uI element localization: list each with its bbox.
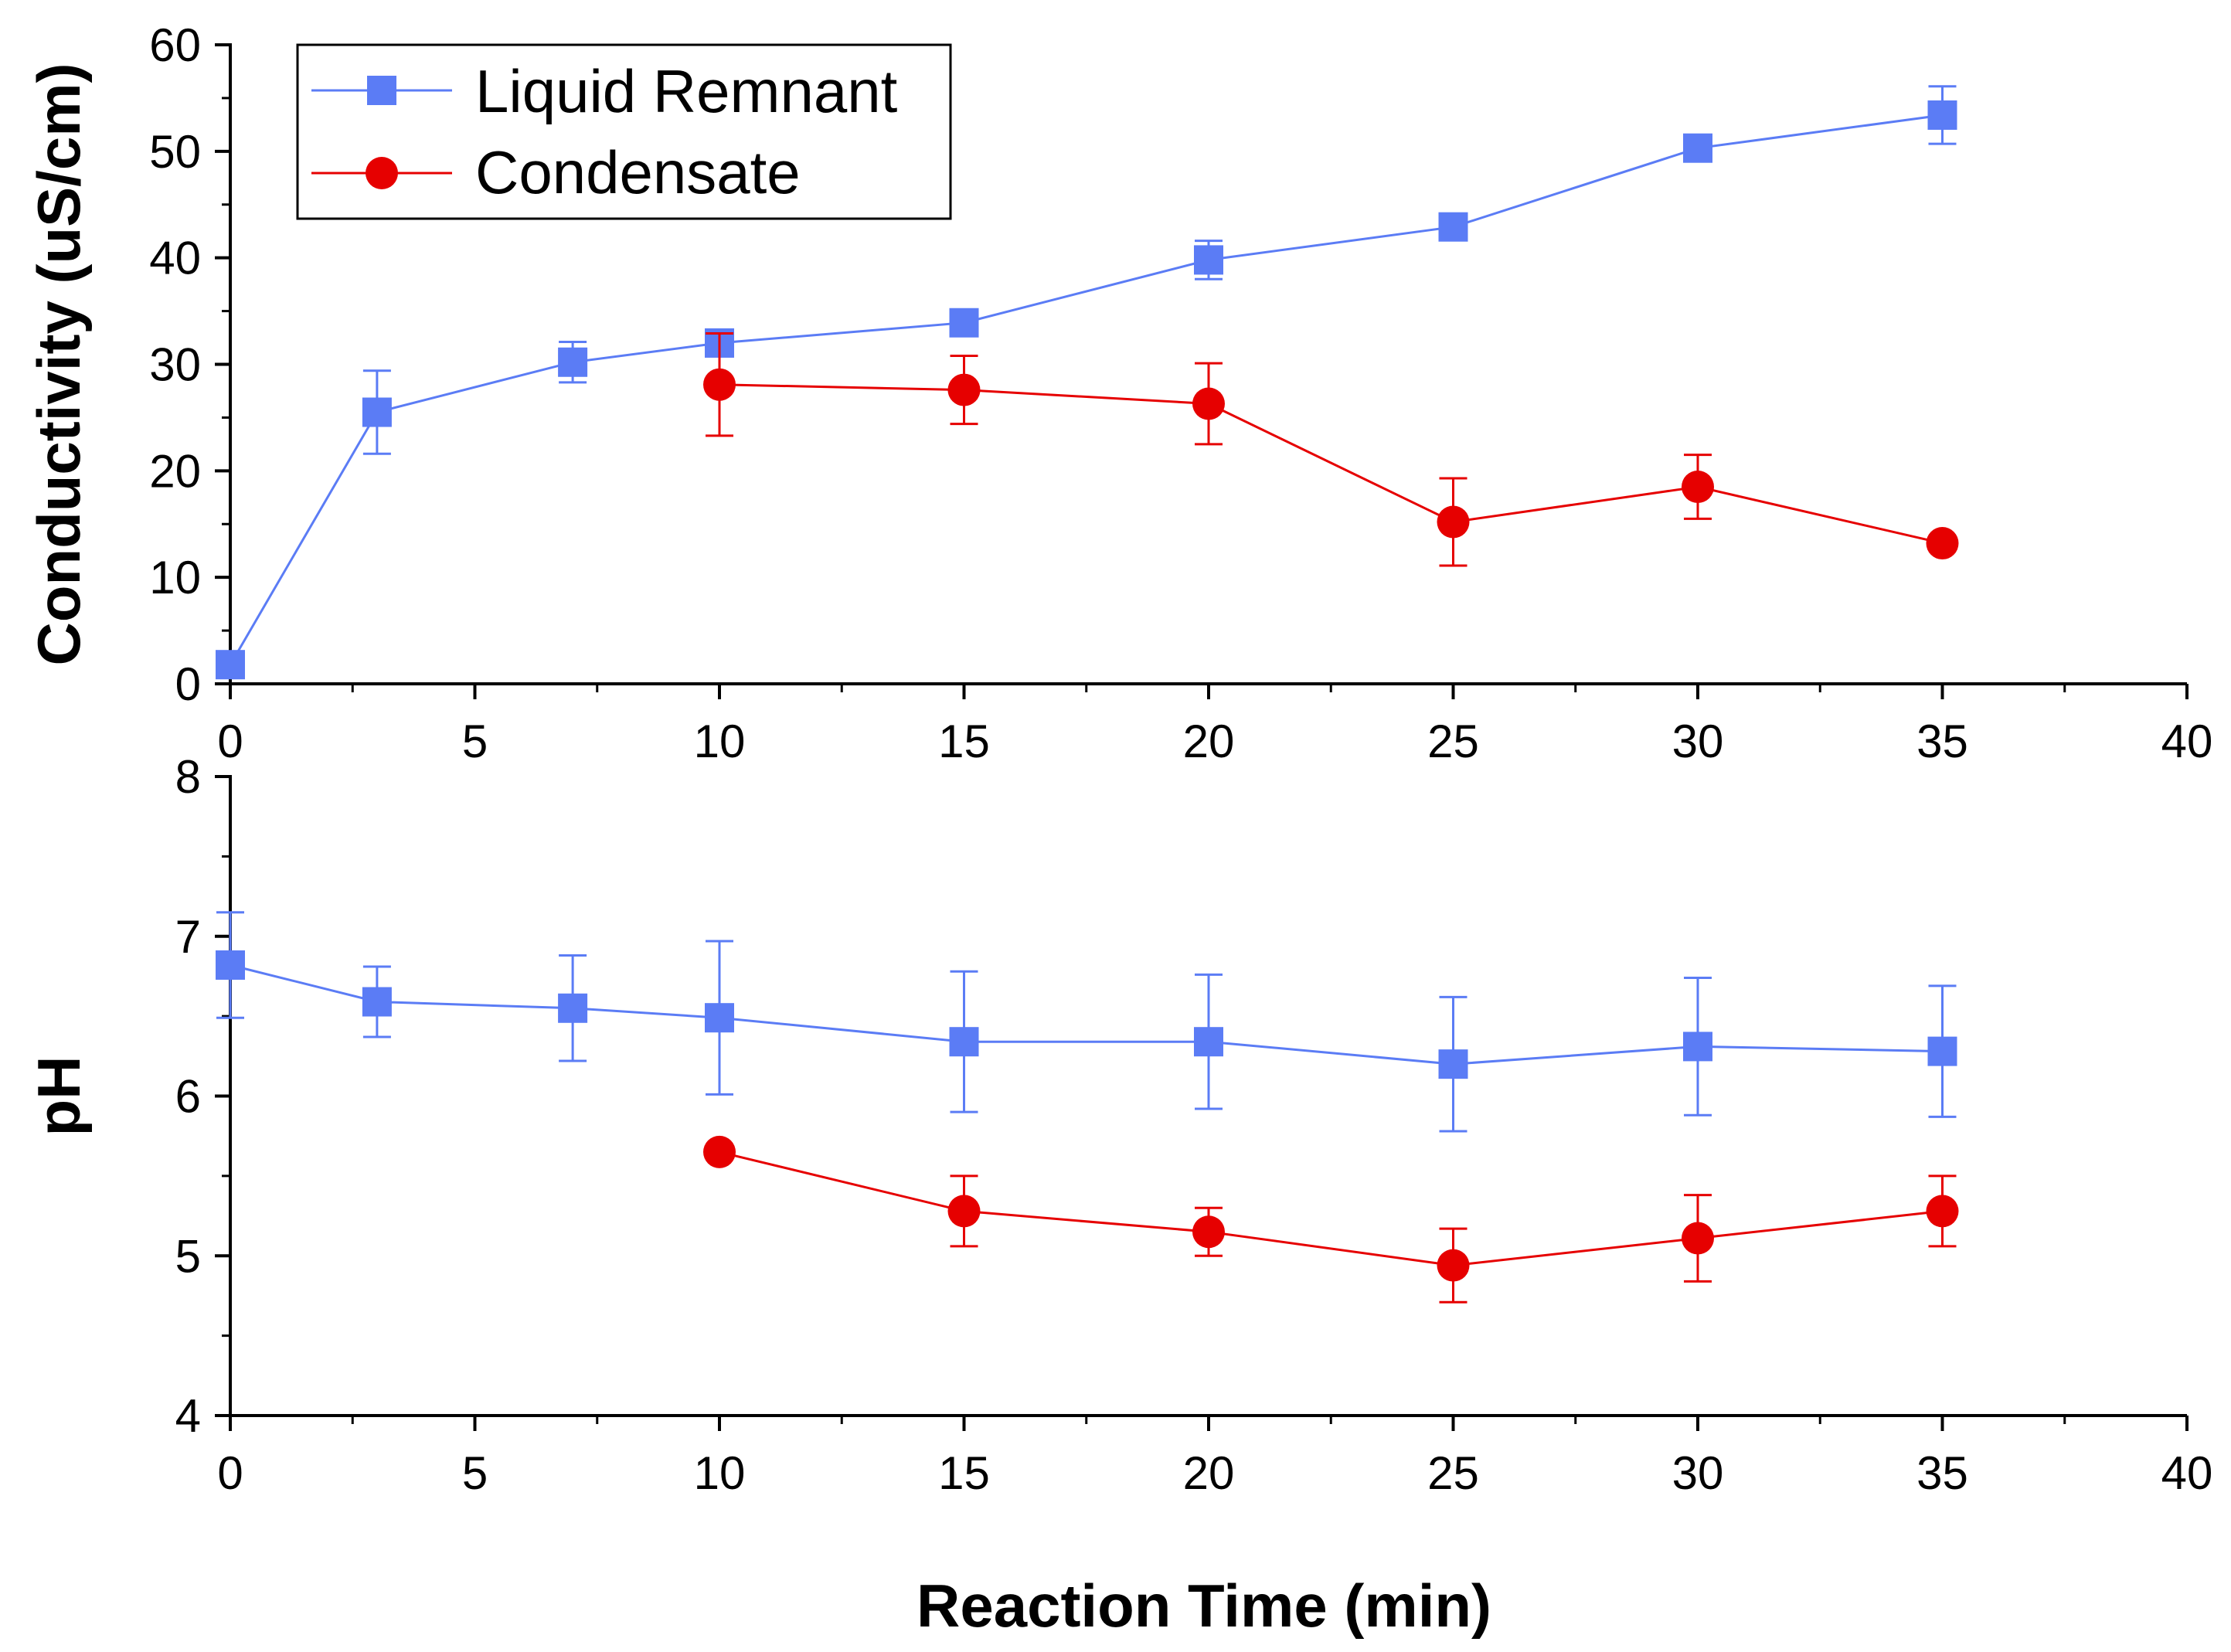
x-tick-label: 0 <box>217 716 243 767</box>
legend-marker-square <box>367 76 396 105</box>
x-tick-label: 30 <box>1672 1447 1724 1499</box>
x-tick-label: 5 <box>462 716 488 767</box>
series-liquid-remnant <box>216 911 1957 1133</box>
data-point-square <box>1683 1032 1712 1062</box>
data-point-circle <box>1682 1222 1714 1255</box>
series-liquid-remnant <box>216 85 1957 680</box>
x-tick-label: 10 <box>694 1447 746 1499</box>
data-point-square <box>558 347 588 377</box>
data-point-square <box>1438 1049 1468 1079</box>
x-tick-label: 35 <box>1916 1447 1968 1499</box>
y-axis-title: Conductivity (uS/cm) <box>25 63 93 665</box>
x-tick-label: 30 <box>1672 716 1724 767</box>
data-point-square <box>1927 100 1957 130</box>
data-point-square <box>1683 133 1712 163</box>
y-tick-label: 50 <box>149 126 201 178</box>
data-point-circle <box>1192 1215 1225 1249</box>
x-tick-label: 0 <box>217 1447 243 1499</box>
x-tick-label: 25 <box>1427 1447 1479 1499</box>
x-tick-label: 15 <box>938 716 990 767</box>
legend-marker-circle <box>366 157 398 189</box>
data-point-circle <box>703 368 736 401</box>
data-point-circle <box>1926 527 1959 560</box>
x-tick-label: 40 <box>2161 1447 2213 1499</box>
series-condensate <box>703 332 1959 567</box>
data-point-circle <box>703 1135 736 1168</box>
series-line <box>719 1151 1943 1267</box>
data-point-square <box>705 1003 734 1033</box>
series-line <box>719 383 1943 545</box>
x-tick-label: 20 <box>1183 716 1235 767</box>
y-tick-label: 60 <box>149 19 201 71</box>
x-tick-label: 40 <box>2161 716 2213 767</box>
y-tick-label: 40 <box>149 233 201 284</box>
data-point-square <box>558 993 588 1023</box>
y-tick-label: 8 <box>175 751 201 803</box>
data-point-square <box>1927 1036 1957 1066</box>
x-tick-label: 5 <box>462 1447 488 1499</box>
data-point-square <box>1194 1027 1223 1057</box>
data-point-circle <box>1926 1195 1959 1228</box>
legend-label-condensate: Condensate <box>475 138 801 206</box>
data-point-circle <box>947 1195 981 1228</box>
conductivity-panel: 0 5 10 15 20 25 30 35 40 0 10 20 30 40 50 60 Conductivit… <box>25 19 2212 767</box>
data-point-square <box>949 308 979 338</box>
data-point-square <box>362 987 392 1017</box>
legend-label-liquid-remnant: Liquid Remnant <box>475 57 898 125</box>
y-axis-title: pH <box>25 1056 93 1137</box>
y-tick-label: 20 <box>149 445 201 497</box>
data-point-square <box>1194 245 1223 275</box>
x-tick-label: 20 <box>1183 1447 1235 1499</box>
data-point-square <box>1438 212 1468 242</box>
data-point-circle <box>1437 505 1470 539</box>
x-tick-label: 15 <box>938 1447 990 1499</box>
y-tick-label: 0 <box>175 658 201 710</box>
y-tick-label: 6 <box>175 1071 201 1123</box>
y-tick-label: 5 <box>175 1230 201 1282</box>
data-point-square <box>216 950 245 980</box>
data-point-circle <box>1192 387 1225 420</box>
x-tick-label: 10 <box>694 716 746 767</box>
legend-box <box>296 43 952 220</box>
data-point-square <box>362 397 392 427</box>
data-point-circle <box>947 373 981 406</box>
y-tick-label: 4 <box>175 1390 201 1442</box>
series-condensate <box>703 1135 1959 1304</box>
legend: Liquid Remnant Condensate <box>296 43 952 220</box>
data-point-square <box>949 1027 979 1057</box>
y-tick-label: 10 <box>149 552 201 603</box>
y-tick-label: 30 <box>149 339 201 391</box>
data-point-circle <box>1437 1249 1470 1282</box>
x-tick-label: 25 <box>1427 716 1479 767</box>
data-point-square <box>216 650 245 680</box>
y-tick-label: 7 <box>175 911 201 963</box>
data-point-circle <box>1682 471 1714 504</box>
x-axis-title: Reaction Time (min) <box>917 1572 1491 1640</box>
x-tick-label: 35 <box>1916 716 1968 767</box>
